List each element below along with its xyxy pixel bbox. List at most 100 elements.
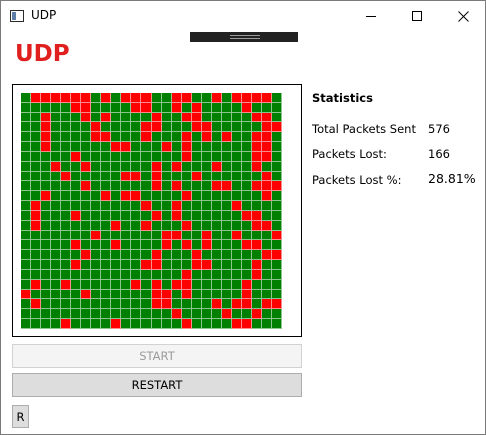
packet-cell-received (191, 191, 202, 202)
packet-cell-received (211, 250, 222, 261)
packet-cell-received (51, 319, 62, 329)
packet-cell-received (21, 279, 32, 290)
packet-cell-lost (31, 201, 42, 211)
packet-cell-received (51, 230, 62, 241)
packet-cell-received (271, 151, 282, 162)
packet-cell-received (271, 142, 282, 152)
packet-cell-received (231, 142, 242, 152)
packet-cell-lost (191, 112, 202, 123)
packet-cell-received (121, 309, 132, 320)
packet-cell-received (241, 191, 252, 202)
packet-cell-received (271, 240, 282, 251)
packet-cell-received (31, 230, 42, 241)
packet-cell-received (131, 161, 142, 172)
packet-cell-lost (81, 112, 92, 123)
packet-cell-received (231, 269, 242, 280)
packet-cell-lost (131, 191, 142, 202)
maximize-button[interactable] (394, 1, 440, 31)
packet-cell-received (151, 240, 162, 251)
packet-cell-lost (251, 132, 262, 143)
packet-cell-received (261, 210, 272, 221)
packet-cell-received (121, 112, 132, 123)
packet-cell-received (71, 181, 82, 192)
packet-cell-lost (271, 181, 282, 192)
packet-cell-received (31, 319, 42, 329)
packet-cell-received (21, 93, 32, 103)
packet-cell-received (191, 151, 202, 162)
packet-cell-received (201, 171, 212, 182)
packet-cell-lost (251, 161, 262, 172)
packet-cell-lost (261, 151, 272, 162)
packet-cell-received (111, 191, 122, 202)
packet-cell-lost (181, 142, 192, 152)
packet-cell-received (101, 122, 112, 133)
packet-cell-received (181, 181, 192, 192)
packet-cell-received (171, 319, 182, 329)
packet-cell-received (191, 220, 202, 231)
packet-cell-received (111, 289, 122, 300)
packet-cell-received (141, 279, 152, 290)
packet-cell-received (191, 210, 202, 221)
packet-cell-received (101, 269, 112, 280)
packet-cell-lost (81, 289, 92, 300)
packet-cell-received (261, 309, 272, 320)
packet-cell-received (201, 201, 212, 211)
packet-cell-received (221, 102, 232, 113)
packet-cell-received (141, 319, 152, 329)
restart-button[interactable]: RESTART (12, 373, 302, 397)
packet-cell-received (181, 230, 192, 241)
debug-toolbar-handle[interactable] (190, 32, 298, 42)
packet-cell-received (61, 230, 72, 241)
packet-cell-lost (51, 93, 62, 103)
packet-cell-received (171, 191, 182, 202)
packet-cell-received (91, 220, 102, 231)
packet-cell-received (131, 269, 142, 280)
packet-cell-received (151, 142, 162, 152)
packet-cell-received (91, 299, 102, 310)
r-button[interactable]: R (12, 405, 29, 428)
packet-cell-received (161, 151, 172, 162)
packet-cell-received (221, 250, 232, 261)
packet-cell-lost (261, 122, 272, 133)
packet-cell-received (241, 132, 252, 143)
packet-cell-received (211, 132, 222, 143)
packet-cell-received (91, 102, 102, 113)
packet-cell-lost (211, 93, 222, 103)
packet-cell-received (121, 132, 132, 143)
packet-cell-received (211, 319, 222, 329)
packet-cell-received (201, 151, 212, 162)
packet-cell-received (271, 269, 282, 280)
packet-cell-lost (141, 201, 152, 211)
packet-cell-received (71, 201, 82, 211)
close-button[interactable] (440, 1, 486, 31)
start-button[interactable]: START (12, 344, 302, 368)
packet-cell-received (161, 260, 172, 270)
packet-cell-lost (121, 93, 132, 103)
packet-cell-received (151, 319, 162, 329)
packet-cell-received (61, 122, 72, 133)
packet-cell-received (111, 299, 122, 310)
packet-cell-received (171, 122, 182, 133)
packet-cell-lost (71, 260, 82, 270)
packet-cell-lost (101, 191, 112, 202)
packet-cell-lost (241, 279, 252, 290)
packet-cell-received (141, 151, 152, 162)
packet-cell-received (31, 102, 42, 113)
packet-cell-received (21, 269, 32, 280)
packet-cell-received (211, 289, 222, 300)
packet-cell-received (141, 240, 152, 251)
packet-cell-received (51, 299, 62, 310)
packet-cell-received (181, 250, 192, 261)
packet-cell-lost (261, 132, 272, 143)
packet-cell-lost (151, 250, 162, 261)
packet-cell-received (51, 220, 62, 231)
packet-cell-lost (251, 142, 262, 152)
packet-cell-lost (131, 93, 142, 103)
packet-cell-received (191, 299, 202, 310)
packet-cell-received (111, 102, 122, 113)
packet-cell-received (31, 171, 42, 182)
minimize-button[interactable] (348, 1, 394, 31)
packet-cell-lost (141, 260, 152, 270)
packet-cell-received (231, 240, 242, 251)
packet-cell-received (211, 220, 222, 231)
